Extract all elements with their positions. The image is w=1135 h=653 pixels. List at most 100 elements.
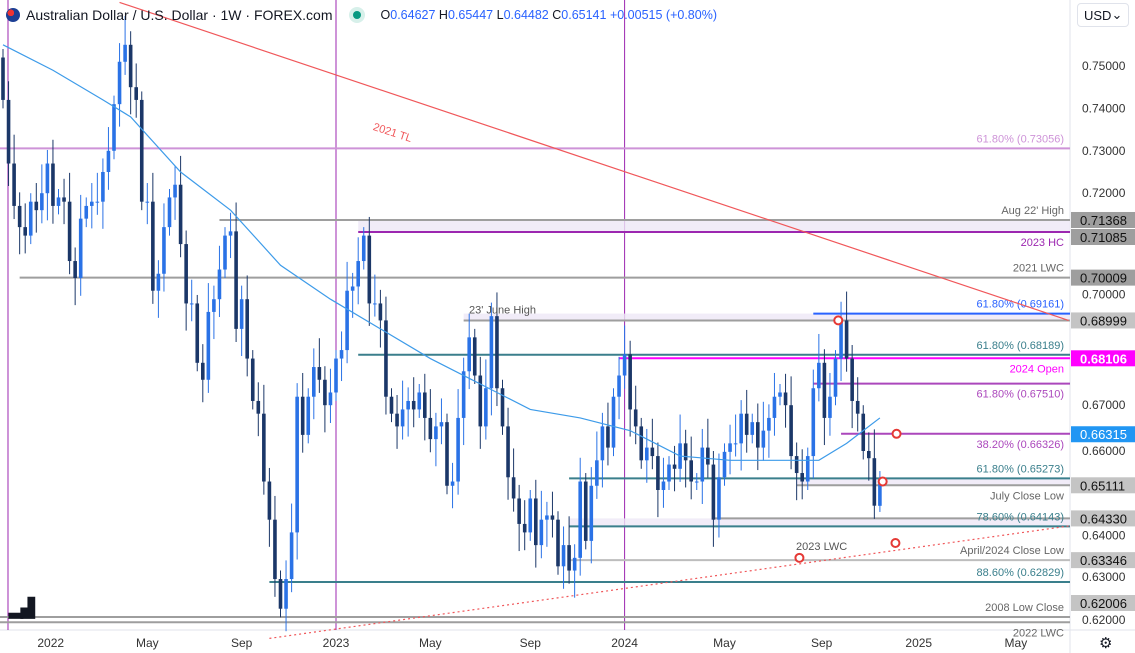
chart-annotation: 2023 LWC	[796, 541, 847, 553]
time-tick-label: May	[713, 636, 736, 650]
candle-body	[245, 299, 249, 359]
candle-body	[761, 430, 766, 448]
candle-body	[73, 261, 77, 278]
low-value: 0.64482	[503, 8, 549, 22]
candle-body	[495, 316, 499, 389]
candle-body	[417, 392, 422, 410]
candle-body	[744, 413, 749, 435]
trendline-2021	[119, 1, 1069, 321]
candle-body	[23, 227, 27, 236]
candle-body	[212, 299, 216, 312]
price-tick-label: 0.73000	[1082, 144, 1126, 158]
candle-body	[12, 163, 16, 206]
candle-body	[867, 450, 871, 459]
candle-body	[95, 201, 100, 203]
symbol-title[interactable]: Australian Dollar / U.S. Dollar · 1W · F…	[26, 7, 333, 23]
candle-body	[361, 235, 366, 262]
time-tick-label: May	[419, 636, 442, 650]
open-label: O	[380, 8, 391, 22]
price-axis-badge	[1071, 350, 1135, 367]
candle-body	[733, 443, 738, 445]
red-circle-marker	[891, 428, 902, 439]
candle-body	[700, 447, 705, 482]
candle-body	[633, 409, 638, 427]
price-axis-badge-label: 0.71368	[1080, 213, 1127, 228]
candle-body	[67, 201, 72, 262]
candle-body	[139, 99, 144, 202]
candle-body	[656, 456, 660, 490]
candle-body	[689, 460, 693, 482]
time-tick-label: Sep	[811, 636, 833, 650]
candle-body	[672, 464, 677, 469]
candle-body	[739, 413, 743, 444]
price-tick-label: 0.72000	[1082, 186, 1126, 200]
candle-body	[117, 61, 122, 105]
level-label: 61.80% (0.67510)	[977, 389, 1064, 401]
candle-body	[78, 218, 83, 278]
candle-body	[600, 426, 605, 461]
tradingview-logo[interactable]: ▂▟	[9, 598, 35, 618]
ohlc-readout: O0.64627 H0.65447 L0.64482 C0.65141 +0.0…	[381, 8, 717, 22]
candle-body	[622, 354, 627, 376]
candle-body	[101, 172, 105, 202]
time-tick-label: Sep	[520, 636, 542, 650]
price-axis-badge-label: 0.65111	[1080, 478, 1125, 493]
level-zone	[796, 478, 1070, 486]
candle-body	[478, 375, 483, 427]
candle-body	[667, 464, 671, 482]
price-axis-badge	[1071, 595, 1135, 611]
currency-selector[interactable]: USD ⌄	[1077, 3, 1129, 27]
candle-body	[567, 545, 571, 571]
candle-body	[56, 197, 61, 206]
candle-body	[556, 519, 560, 567]
price-axis-badge-label: 0.70009	[1080, 271, 1127, 286]
level-zone	[569, 518, 1070, 527]
level-label: 88.60% (0.62829)	[977, 567, 1064, 579]
level-label: 61.80% (0.68189)	[977, 340, 1064, 352]
candle-body	[456, 417, 460, 482]
price-axis-badge	[1071, 228, 1135, 245]
candle-body	[617, 375, 621, 397]
gear-icon[interactable]: ⚙	[1099, 635, 1113, 652]
level-label: 78.60% (0.64143)	[977, 511, 1064, 523]
time-tick-label: 2022	[37, 636, 64, 650]
level-label: 2008 Low Close	[985, 602, 1064, 614]
chevron-down-icon: ⌄	[1111, 7, 1123, 22]
candle-body	[40, 193, 44, 211]
candle-body	[90, 201, 94, 206]
current-ma-badge	[1071, 426, 1135, 443]
level-label: April/2024 Close Low	[960, 545, 1064, 557]
candle-body	[250, 358, 255, 401]
current-ma-badge-label: 0.66315	[1080, 427, 1127, 442]
candle-body	[489, 316, 494, 389]
candle-body	[756, 422, 760, 448]
candle-body	[6, 99, 11, 164]
price-tick-label: 0.64000	[1082, 528, 1126, 542]
candle-body	[645, 447, 649, 461]
candle-body	[217, 269, 222, 300]
price-tick-label: 0.74000	[1082, 101, 1126, 115]
candle-body	[28, 201, 33, 236]
candle-body	[628, 354, 632, 410]
candle-body	[411, 400, 416, 410]
candle-body	[772, 396, 777, 418]
candle-body	[511, 477, 516, 499]
candle-body	[184, 244, 188, 304]
candle-body	[650, 447, 655, 457]
candle-body	[445, 422, 449, 486]
candle-body	[722, 451, 727, 478]
candle-body	[522, 523, 527, 533]
candle-body	[484, 388, 488, 427]
time-tick-label: Sep	[231, 636, 253, 650]
candle-body	[711, 464, 716, 520]
candle-body	[706, 447, 710, 465]
candle-body	[156, 273, 161, 291]
candle-body	[450, 481, 455, 486]
candle-body	[356, 261, 360, 287]
time-tick-label: May	[1005, 636, 1028, 650]
candle-body	[84, 205, 89, 219]
level-label: 2021 LWC	[1013, 263, 1064, 275]
price-tick-label: 0.66000	[1082, 444, 1126, 458]
candle-body	[472, 337, 477, 376]
